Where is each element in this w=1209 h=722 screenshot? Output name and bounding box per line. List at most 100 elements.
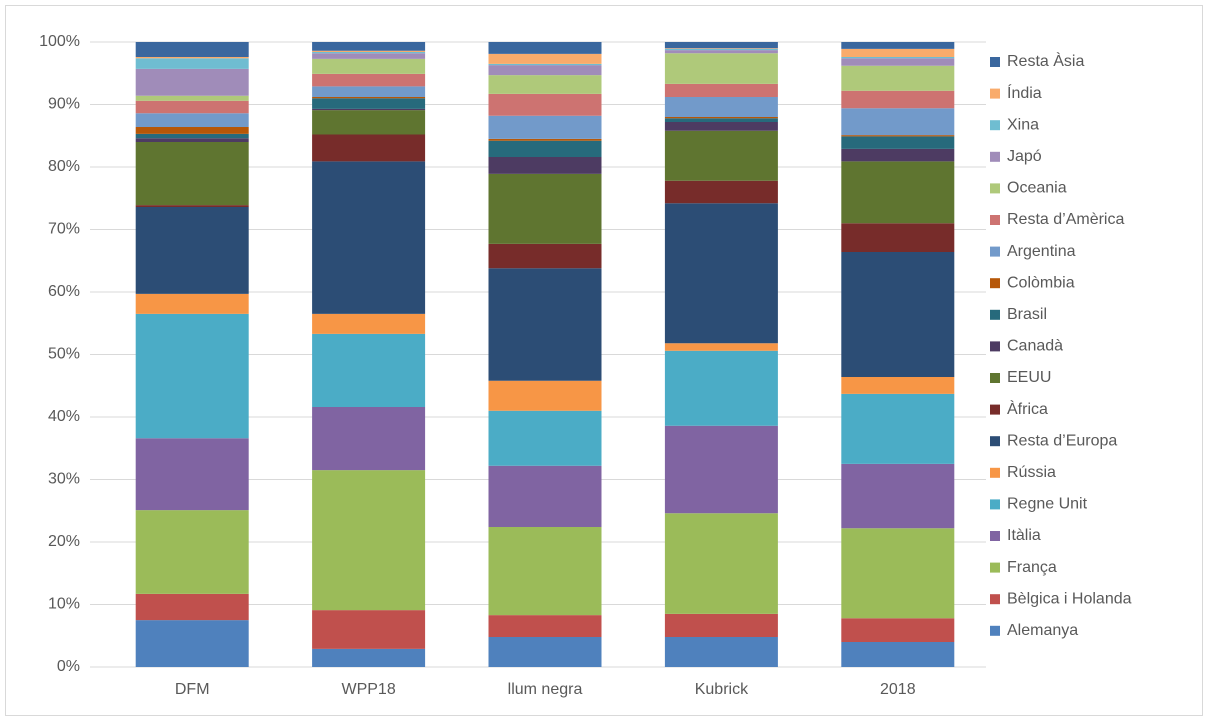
bar-segment <box>312 86 426 97</box>
bar-segment <box>135 205 249 207</box>
bar-segment <box>488 140 602 157</box>
bar-segment <box>841 58 955 66</box>
bar-segment <box>135 57 249 59</box>
bar-segment <box>841 135 955 137</box>
bar-segment <box>488 138 602 141</box>
bar-segment <box>664 118 778 122</box>
bar-segment <box>135 620 249 667</box>
legend-swatch <box>990 57 1000 67</box>
y-tick-label: 70% <box>48 221 80 238</box>
legend-label: Colòmbia <box>1007 274 1075 291</box>
x-tick-label: Kubrick <box>695 681 749 698</box>
bar-segment <box>135 68 249 96</box>
bar-segment <box>664 50 778 54</box>
legend-label: Bèlgica i Holanda <box>1007 590 1132 607</box>
bar-segment <box>312 50 426 52</box>
bar-segment <box>135 313 249 439</box>
bar-segment <box>312 313 426 334</box>
bar-segment <box>135 127 249 134</box>
x-tick-label: WPP18 <box>341 681 395 698</box>
legend-swatch <box>990 120 1000 131</box>
bar-segment <box>135 593 249 621</box>
bar-segment <box>664 513 778 614</box>
bar-segment <box>664 48 778 51</box>
bar-segment <box>841 161 955 224</box>
y-tick-label: 40% <box>48 408 80 425</box>
bar-segment <box>312 333 426 407</box>
y-tick-label: 20% <box>48 533 80 550</box>
bar-segment <box>488 410 602 466</box>
bar-segment <box>664 637 778 667</box>
bar-segment <box>841 377 955 394</box>
bar-segment <box>841 252 955 377</box>
legend-label: Resta d’Amèrica <box>1007 211 1124 228</box>
bar-segment <box>488 75 602 94</box>
bar-segment <box>135 95 249 101</box>
bar-segment <box>135 293 249 314</box>
bar-segment <box>841 136 955 149</box>
y-tick-label: 60% <box>48 283 80 300</box>
bar-segment <box>312 610 426 649</box>
bar-segment <box>135 510 249 594</box>
bar-segment <box>841 57 955 59</box>
bar-segment <box>488 173 602 244</box>
bar-segment <box>664 48 778 49</box>
bar-segment <box>488 527 602 616</box>
x-tick-label: DFM <box>175 681 210 698</box>
bar-segment <box>664 343 778 351</box>
legend-swatch <box>990 594 1000 605</box>
bar-segment <box>488 157 602 174</box>
bar-segment <box>312 110 426 135</box>
bar-segment <box>312 648 426 667</box>
bar-segment <box>135 100 249 114</box>
legend-label: Xina <box>1007 116 1039 133</box>
bar-segment <box>312 58 426 74</box>
bar-segment <box>312 53 426 59</box>
legend-label: França <box>1007 559 1057 576</box>
bar-segment <box>841 48 955 57</box>
y-tick-label: 30% <box>48 471 80 488</box>
legend-label: Itàlia <box>1007 527 1041 544</box>
bar-segment <box>841 642 955 667</box>
legend-label: Brasil <box>1007 306 1047 323</box>
bar-segment <box>664 613 778 637</box>
legend-swatch <box>990 215 1000 225</box>
legend-label: Japó <box>1007 148 1042 165</box>
legend-swatch <box>990 88 1000 99</box>
bar-segment <box>841 90 955 109</box>
bar-segment <box>841 223 955 252</box>
legend-swatch <box>990 309 1000 320</box>
bar-segment <box>664 122 778 131</box>
bar-segment <box>664 180 778 204</box>
legend-label: EEUU <box>1007 369 1051 386</box>
y-tick-label: 0% <box>57 658 80 675</box>
bar-segment <box>488 63 602 66</box>
legend-swatch <box>990 246 1000 257</box>
bar-segment <box>488 65 602 76</box>
x-tick-label: llum negra <box>508 681 583 698</box>
bar-segment <box>135 138 249 142</box>
legend-label: Resta Àsia <box>1007 51 1084 70</box>
y-tick-label: 10% <box>48 596 80 613</box>
bar-segment <box>664 117 778 119</box>
legend-label: Regne Unit <box>1007 496 1088 513</box>
bar-segment <box>664 350 778 426</box>
legend-swatch <box>990 183 1000 194</box>
legend-swatch <box>990 404 1000 415</box>
bar-segment <box>664 130 778 181</box>
legend-label: Canadà <box>1007 338 1063 355</box>
bar-segment <box>841 393 955 464</box>
bar-segment <box>841 65 955 91</box>
legend-label: Índia <box>1007 83 1042 102</box>
legend-swatch <box>990 467 1000 478</box>
bar-segment <box>135 438 249 511</box>
legend-label: Àfrica <box>1007 399 1048 418</box>
bar-segment <box>664 425 778 514</box>
bar-segment <box>135 207 249 294</box>
bar-segment <box>841 148 955 162</box>
bar-segment <box>841 108 955 136</box>
legend-swatch <box>990 562 1000 573</box>
legend-label: Resta d’Europa <box>1007 432 1117 449</box>
